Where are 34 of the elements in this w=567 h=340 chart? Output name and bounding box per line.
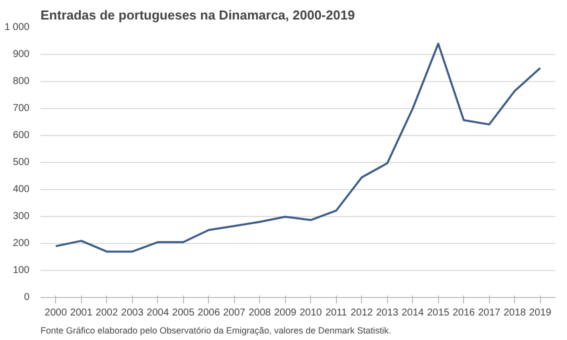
y-tick-label: 700	[12, 103, 30, 114]
y-tick-label: 800	[12, 76, 30, 87]
chart-title: Entradas de portugueses na Dinamarca, 2000-2019	[40, 8, 355, 22]
x-tick-label: 2002	[96, 308, 118, 318]
x-tick-label: 2014	[402, 308, 424, 318]
x-tick-label: 2019	[529, 308, 552, 318]
y-tick-label: 200	[12, 238, 30, 249]
x-tick-label: 2003	[121, 308, 144, 318]
source-note: Fonte Gráfico elaborado pelo Observatório da Emigração, valores de Denmark Statistik.	[40, 326, 392, 336]
x-tick-label: 2013	[376, 308, 399, 318]
line-series	[54, 42, 542, 253]
y-tick-label: 900	[12, 49, 30, 60]
x-tick-label: 2011	[325, 308, 348, 318]
x-tick-label: 2006	[198, 308, 220, 318]
x-tick-label: 2009	[274, 308, 297, 318]
x-tick-label: 2008	[248, 308, 272, 318]
x-tick-label: 2004	[146, 308, 170, 318]
y-tick-label: 600	[12, 130, 30, 141]
y-tick-label: 300	[12, 211, 30, 222]
x-tick-label: 2001	[70, 308, 93, 318]
y-tick-label: 100	[12, 265, 30, 276]
x-tick-label: 2007	[223, 308, 246, 318]
y-tick-label: 500	[12, 157, 30, 168]
x-tick-label: 2017	[478, 308, 501, 318]
x-tick-label: 2018	[504, 308, 526, 318]
y-tick-label: 1 000	[4, 22, 30, 33]
x-tick-label: 2015	[427, 308, 450, 318]
x-tick-label: 2010	[300, 308, 322, 318]
y-tick-label: 0	[24, 292, 30, 303]
x-tick-label: 2000	[44, 308, 68, 318]
x-tick-label: 2012	[350, 308, 374, 318]
x-tick-label: 2016	[452, 308, 476, 318]
x-tick-label: 2005	[172, 308, 195, 318]
y-tick-label: 400	[12, 184, 30, 195]
